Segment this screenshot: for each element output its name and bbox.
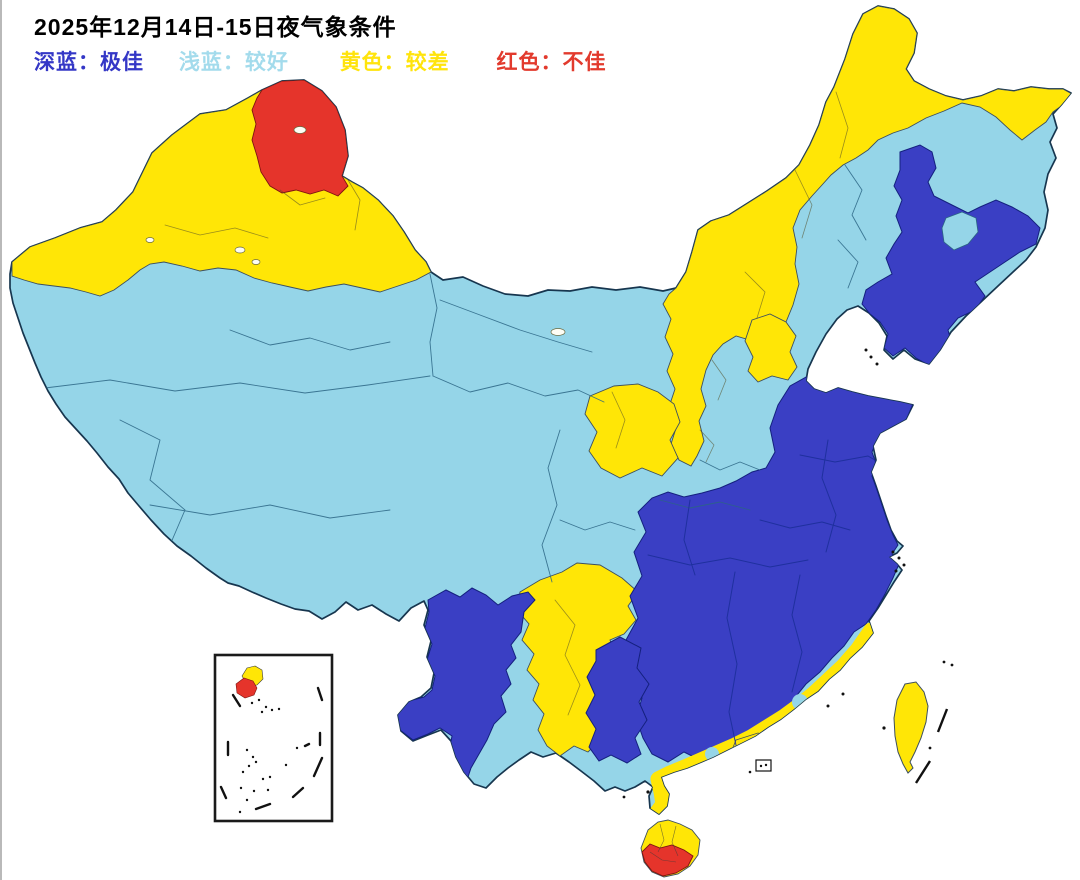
prefecture-boundaries-yellow [164, 91, 849, 716]
inset-dash-line [219, 686, 324, 811]
south-china-sea-inset [213, 653, 334, 823]
hongkong-marker [748, 759, 772, 774]
region-south-gansu-north-sichuan-poor [584, 383, 681, 479]
region-north-xinjiang-poor [11, 79, 432, 297]
province-boundaries-west [44, 164, 867, 583]
region-altay-bad [251, 79, 349, 197]
inset-islet-dots [238, 698, 299, 814]
region-yunnan-excellent [396, 587, 536, 790]
lakes [145, 126, 566, 336]
map-legend: 深蓝：极佳 浅蓝：较好 黄色：较差 红色：不佳 [34, 46, 635, 76]
region-west-guangxi-excellent [585, 636, 650, 764]
coast-strip-gap-1 [792, 694, 808, 710]
province-boundaries-east [647, 439, 881, 751]
legend-item-yellow: 黄色：较差 [339, 51, 450, 74]
region-south-hainan-bad [641, 843, 694, 877]
region-central-jilin-enclave-good [941, 211, 979, 251]
window-left-border [0, 0, 2, 880]
legend-item-dark-blue: 深蓝：极佳 [34, 51, 144, 74]
region-beijing-tianjin-poor [744, 313, 798, 383]
offshore-islands [622, 348, 954, 799]
legend-item-light-blue: 浅蓝：较好 [178, 51, 289, 74]
region-taiwan-poor [893, 681, 929, 774]
region-inner-mongolia-heilongjiang-poor [662, 6, 1071, 467]
coast-strip-gap-2 [705, 747, 719, 761]
inset-hainan-south-bad [235, 677, 258, 699]
hainan-county-lines [649, 823, 679, 863]
legend-item-red: 红色：不佳 [496, 51, 607, 74]
map-title: 2025年12月14日-15日夜气象条件 [34, 14, 397, 40]
